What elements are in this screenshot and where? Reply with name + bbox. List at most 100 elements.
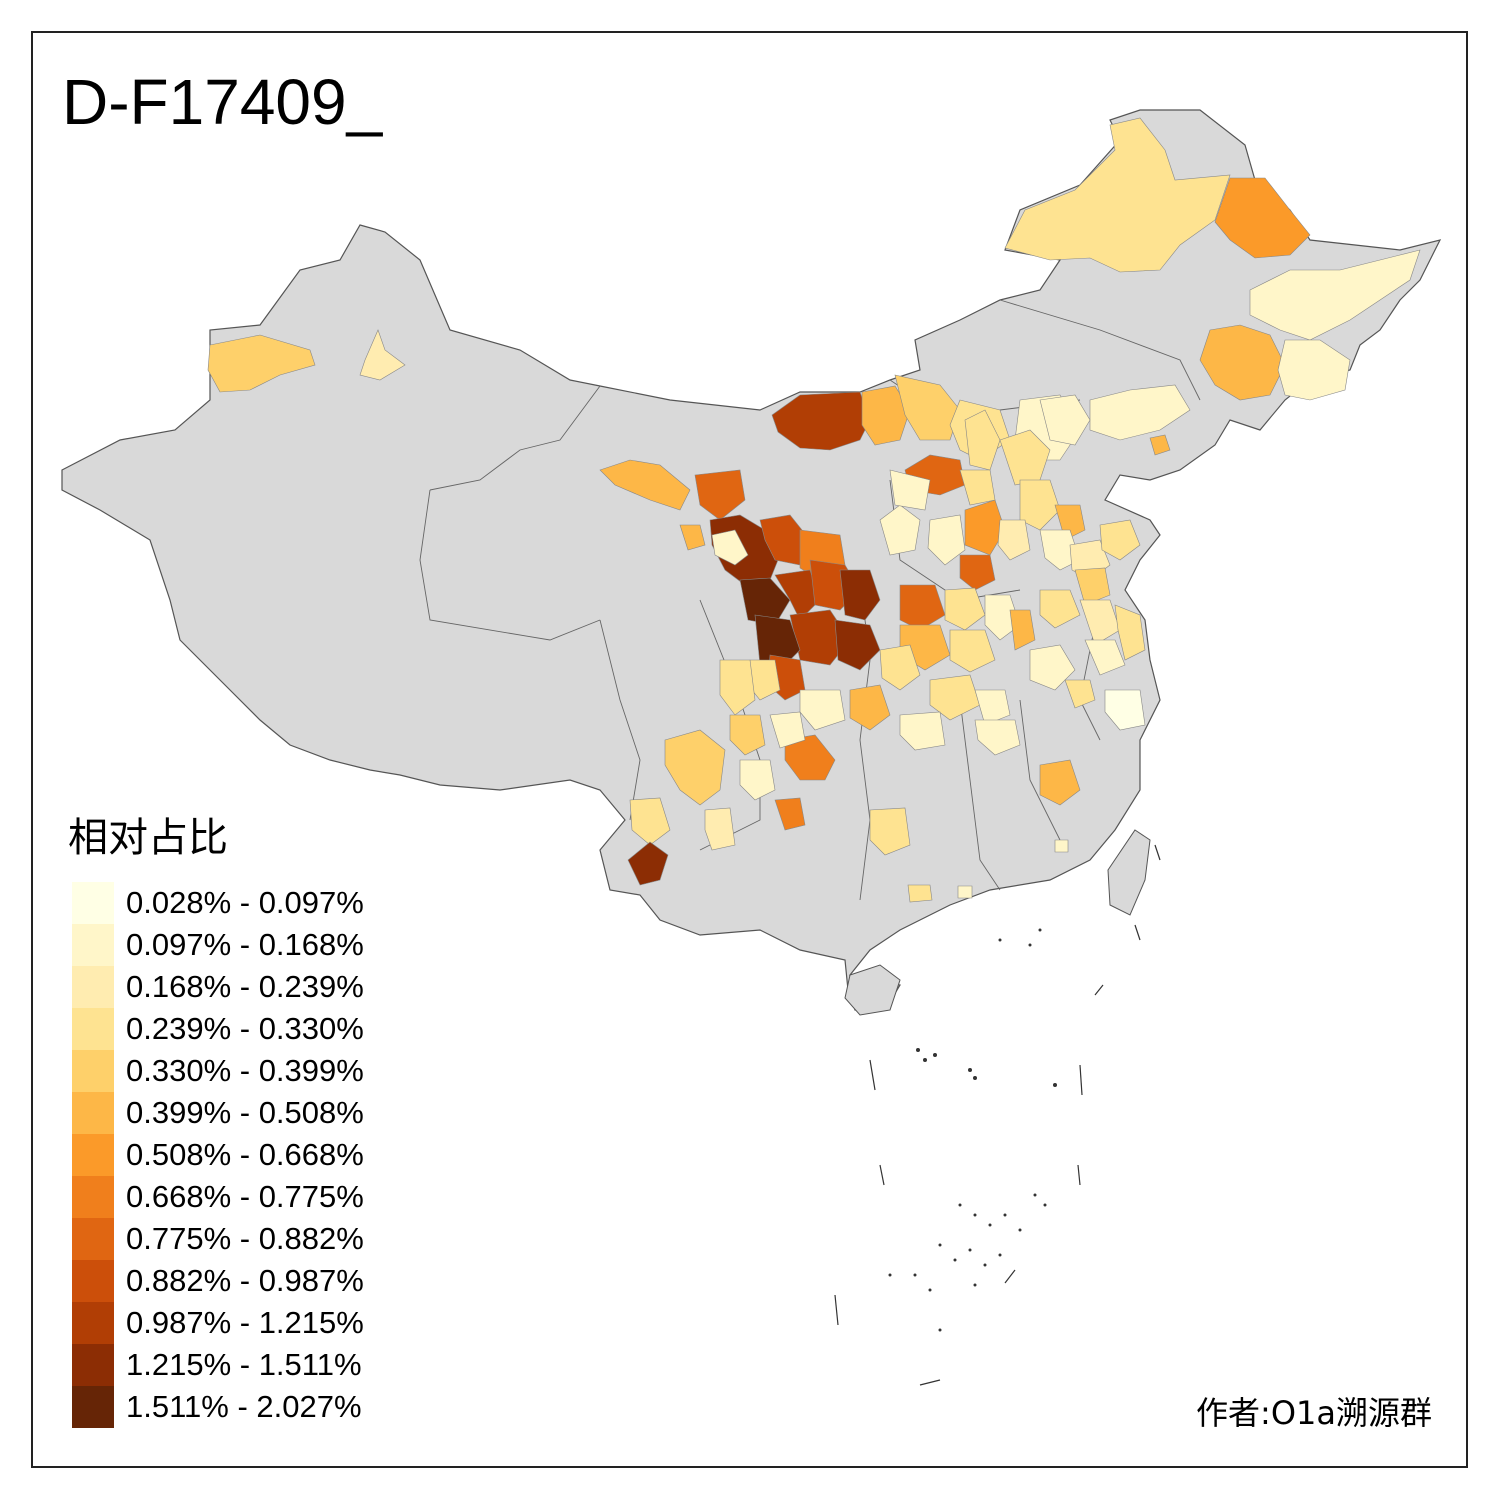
region-sichuan-yibin (769, 711, 806, 749)
region-gansu-longnan (774, 569, 821, 621)
region-shanxi-south (959, 469, 996, 506)
region-qinghai-east (679, 524, 706, 551)
legend-swatch (72, 1092, 114, 1134)
region-sichuan-nanchong (799, 689, 846, 731)
legend-label: 1.215% - 1.511% (126, 1347, 362, 1382)
region-shandong-dezhou (1039, 529, 1081, 571)
legend-title: 相对占比 (68, 815, 228, 861)
legend-label: 1.511% - 2.027% (126, 1389, 362, 1424)
region-hubei-east (899, 711, 946, 751)
map-frame (31, 31, 1468, 1468)
region-hubei-huanggang (974, 689, 1011, 726)
legend-label: 0.330% - 0.399% (126, 1053, 364, 1088)
region-hebei-shijiazhuang (997, 519, 1031, 561)
region-hunan-changde (869, 807, 911, 856)
legend-swatch (72, 924, 114, 966)
region-jiangsu-nanjing (1084, 639, 1126, 676)
region-chongqing (784, 734, 836, 781)
legend-label: 0.399% - 0.508% (126, 1095, 364, 1130)
region-hebei-baoding (1019, 479, 1061, 531)
region-sichuan-panzhihua (739, 759, 776, 801)
south-china-sea-islands (834, 844, 1161, 1386)
legend-label: 0.028% - 0.097% (126, 885, 364, 920)
region-anhui-anqing (1064, 679, 1096, 709)
legend-label: 0.987% - 1.215% (126, 1305, 364, 1340)
region-fujian-dot (1054, 839, 1069, 853)
region-shanxi-datong (964, 409, 1001, 471)
region-shandong-weifang (1099, 519, 1141, 561)
region-sichuan-leshan (729, 714, 766, 756)
region-gansu-tianshui (739, 577, 791, 626)
taiwan-island (1107, 829, 1151, 916)
region-jilin-east (1277, 339, 1351, 401)
legend-swatch (72, 1176, 114, 1218)
region-henan-zhoukou (984, 594, 1021, 641)
legend-swatch (72, 1008, 114, 1050)
legend-swatch (72, 1386, 114, 1428)
legend-swatch (72, 1050, 114, 1092)
legend-label: 0.239% - 0.330% (126, 1011, 364, 1046)
region-hubei-yichang (849, 684, 891, 731)
region-xinjiang-west (207, 334, 316, 393)
legend-label: 0.775% - 0.882% (126, 1221, 364, 1256)
region-gansu-zhangye (694, 469, 746, 521)
region-henan-zhengzhou (944, 587, 986, 631)
legend-swatch (72, 1302, 114, 1344)
region-sichuan-yaan (719, 659, 756, 716)
region-baotou (894, 374, 961, 441)
legend-label: 0.097% - 0.168% (126, 927, 364, 962)
south-china-sea-dots (888, 928, 1057, 1332)
region-hulunbuir (1004, 117, 1231, 273)
legend-swatch (72, 966, 114, 1008)
region-yunnan-kunming (704, 807, 736, 851)
region-heilongjiang-east (1249, 249, 1421, 341)
region-bayannur (861, 385, 911, 446)
legend-swatch (72, 1218, 114, 1260)
legend-label: 0.168% - 0.239% (126, 969, 364, 1004)
legend-label: 0.668% - 0.775% (126, 1179, 364, 1214)
region-liaoning-dot (1149, 434, 1171, 456)
region-hebei-chengde (1039, 394, 1091, 446)
region-shanxi-taiyuan (964, 499, 1006, 556)
region-sichuan-liangshan (664, 729, 726, 806)
region-jiangsu-xuzhou (1039, 589, 1081, 629)
legend-swatch (72, 1134, 114, 1176)
region-henan-east (1009, 609, 1036, 651)
hainan-island (844, 964, 901, 1016)
region-liaoning (1089, 384, 1191, 441)
region-guangdong-west (907, 884, 933, 903)
region-guizhou-zunyi (774, 797, 806, 831)
region-hubei-xiangyang (879, 644, 921, 691)
region-shanxi-changzhi (959, 554, 996, 591)
region-alxa (771, 391, 871, 451)
region-jilin (1199, 324, 1286, 401)
region-xinjiang-north (359, 329, 406, 381)
region-shandong-linyi (1074, 567, 1111, 606)
region-shanxi-linfen (927, 514, 966, 566)
region-yunnan-dali (629, 797, 671, 846)
region-guangdong-dot (957, 885, 973, 899)
region-hebei-zhangjiakou (999, 429, 1051, 486)
region-shaanxi-yulin (889, 469, 931, 511)
region-gansu-jiuquan (599, 459, 691, 511)
region-jiangsu-yancheng (1114, 604, 1146, 661)
region-henan-luoyang (899, 584, 946, 631)
legend-swatch (72, 1344, 114, 1386)
legend-swatch (72, 882, 114, 924)
region-heilongjiang-north (1214, 177, 1311, 259)
legend-label: 0.508% - 0.668% (126, 1137, 364, 1172)
author-credit: 作者:O1a溯源群 (1196, 1394, 1432, 1432)
region-shaanxi-ankang (834, 619, 881, 671)
region-hubei-wuhan (929, 674, 981, 721)
prefecture-regions (207, 117, 1421, 903)
region-jiangsu-suzhou (1104, 689, 1146, 731)
legend-swatch (72, 1260, 114, 1302)
region-hubei-xianning (974, 719, 1021, 756)
legend-label: 0.882% - 0.987% (126, 1263, 364, 1298)
region-yunnan-xishuangbanna (627, 841, 669, 886)
region-henan-xinyang (949, 629, 996, 673)
region-jiangxi-nanchang (1039, 759, 1081, 806)
map-title: D-F17409_ (62, 66, 383, 138)
region-shaanxi-yanan (879, 504, 921, 556)
